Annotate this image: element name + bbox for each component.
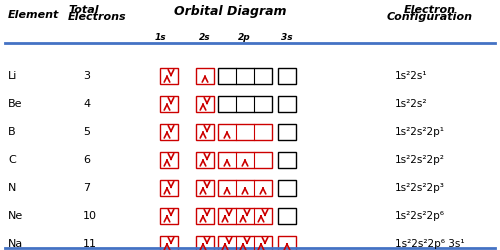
Text: 4: 4 — [83, 99, 90, 109]
Bar — [218, 152, 272, 168]
Bar — [278, 96, 296, 112]
Text: 1s²2s²2p³: 1s²2s²2p³ — [395, 183, 445, 193]
Text: 1s²2s²2p⁶: 1s²2s²2p⁶ — [395, 211, 445, 221]
Bar — [278, 152, 296, 168]
Bar — [196, 180, 214, 196]
Text: 11: 11 — [83, 239, 97, 249]
Text: Total: Total — [68, 5, 98, 15]
Text: 1s²2s²: 1s²2s² — [395, 99, 428, 109]
Bar — [196, 124, 214, 140]
Text: B: B — [8, 127, 16, 137]
Bar — [160, 96, 178, 112]
Bar — [160, 236, 178, 250]
Bar — [278, 208, 296, 224]
Bar — [218, 124, 272, 140]
Bar — [218, 180, 272, 196]
Bar — [278, 180, 296, 196]
Bar — [218, 208, 272, 224]
Text: Be: Be — [8, 99, 22, 109]
Text: 1s²2s²2p²: 1s²2s²2p² — [395, 155, 445, 165]
Text: 1s²2s²2p⁶ 3s¹: 1s²2s²2p⁶ 3s¹ — [395, 239, 464, 249]
Text: Electron: Electron — [404, 5, 456, 15]
Text: Ne: Ne — [8, 211, 23, 221]
Text: Element: Element — [8, 10, 60, 20]
Text: Na: Na — [8, 239, 23, 249]
Text: 5: 5 — [83, 127, 90, 137]
Bar — [196, 236, 214, 250]
Bar — [160, 124, 178, 140]
Text: 3s: 3s — [281, 33, 293, 42]
Text: 1s²2s¹: 1s²2s¹ — [395, 71, 428, 81]
Text: C: C — [8, 155, 16, 165]
Bar — [218, 236, 272, 250]
Bar — [196, 152, 214, 168]
Text: Electrons: Electrons — [68, 12, 126, 22]
Text: 1s²2s²2p¹: 1s²2s²2p¹ — [395, 127, 445, 137]
Text: 7: 7 — [83, 183, 90, 193]
Text: 2p: 2p — [238, 33, 250, 42]
Text: 2s: 2s — [199, 33, 211, 42]
Text: 1s: 1s — [154, 33, 166, 42]
Bar — [160, 152, 178, 168]
Text: Orbital Diagram: Orbital Diagram — [174, 5, 286, 18]
Text: 6: 6 — [83, 155, 90, 165]
Bar — [218, 68, 272, 84]
Bar — [196, 96, 214, 112]
Text: 10: 10 — [83, 211, 97, 221]
Bar — [160, 180, 178, 196]
Text: 3: 3 — [83, 71, 90, 81]
Bar — [218, 96, 272, 112]
Bar — [160, 208, 178, 224]
Bar — [160, 68, 178, 84]
Text: Configuration: Configuration — [387, 12, 473, 22]
Bar — [278, 124, 296, 140]
Bar — [278, 236, 296, 250]
Bar — [196, 208, 214, 224]
Text: N: N — [8, 183, 16, 193]
Bar — [278, 68, 296, 84]
Text: Li: Li — [8, 71, 18, 81]
Bar — [196, 68, 214, 84]
